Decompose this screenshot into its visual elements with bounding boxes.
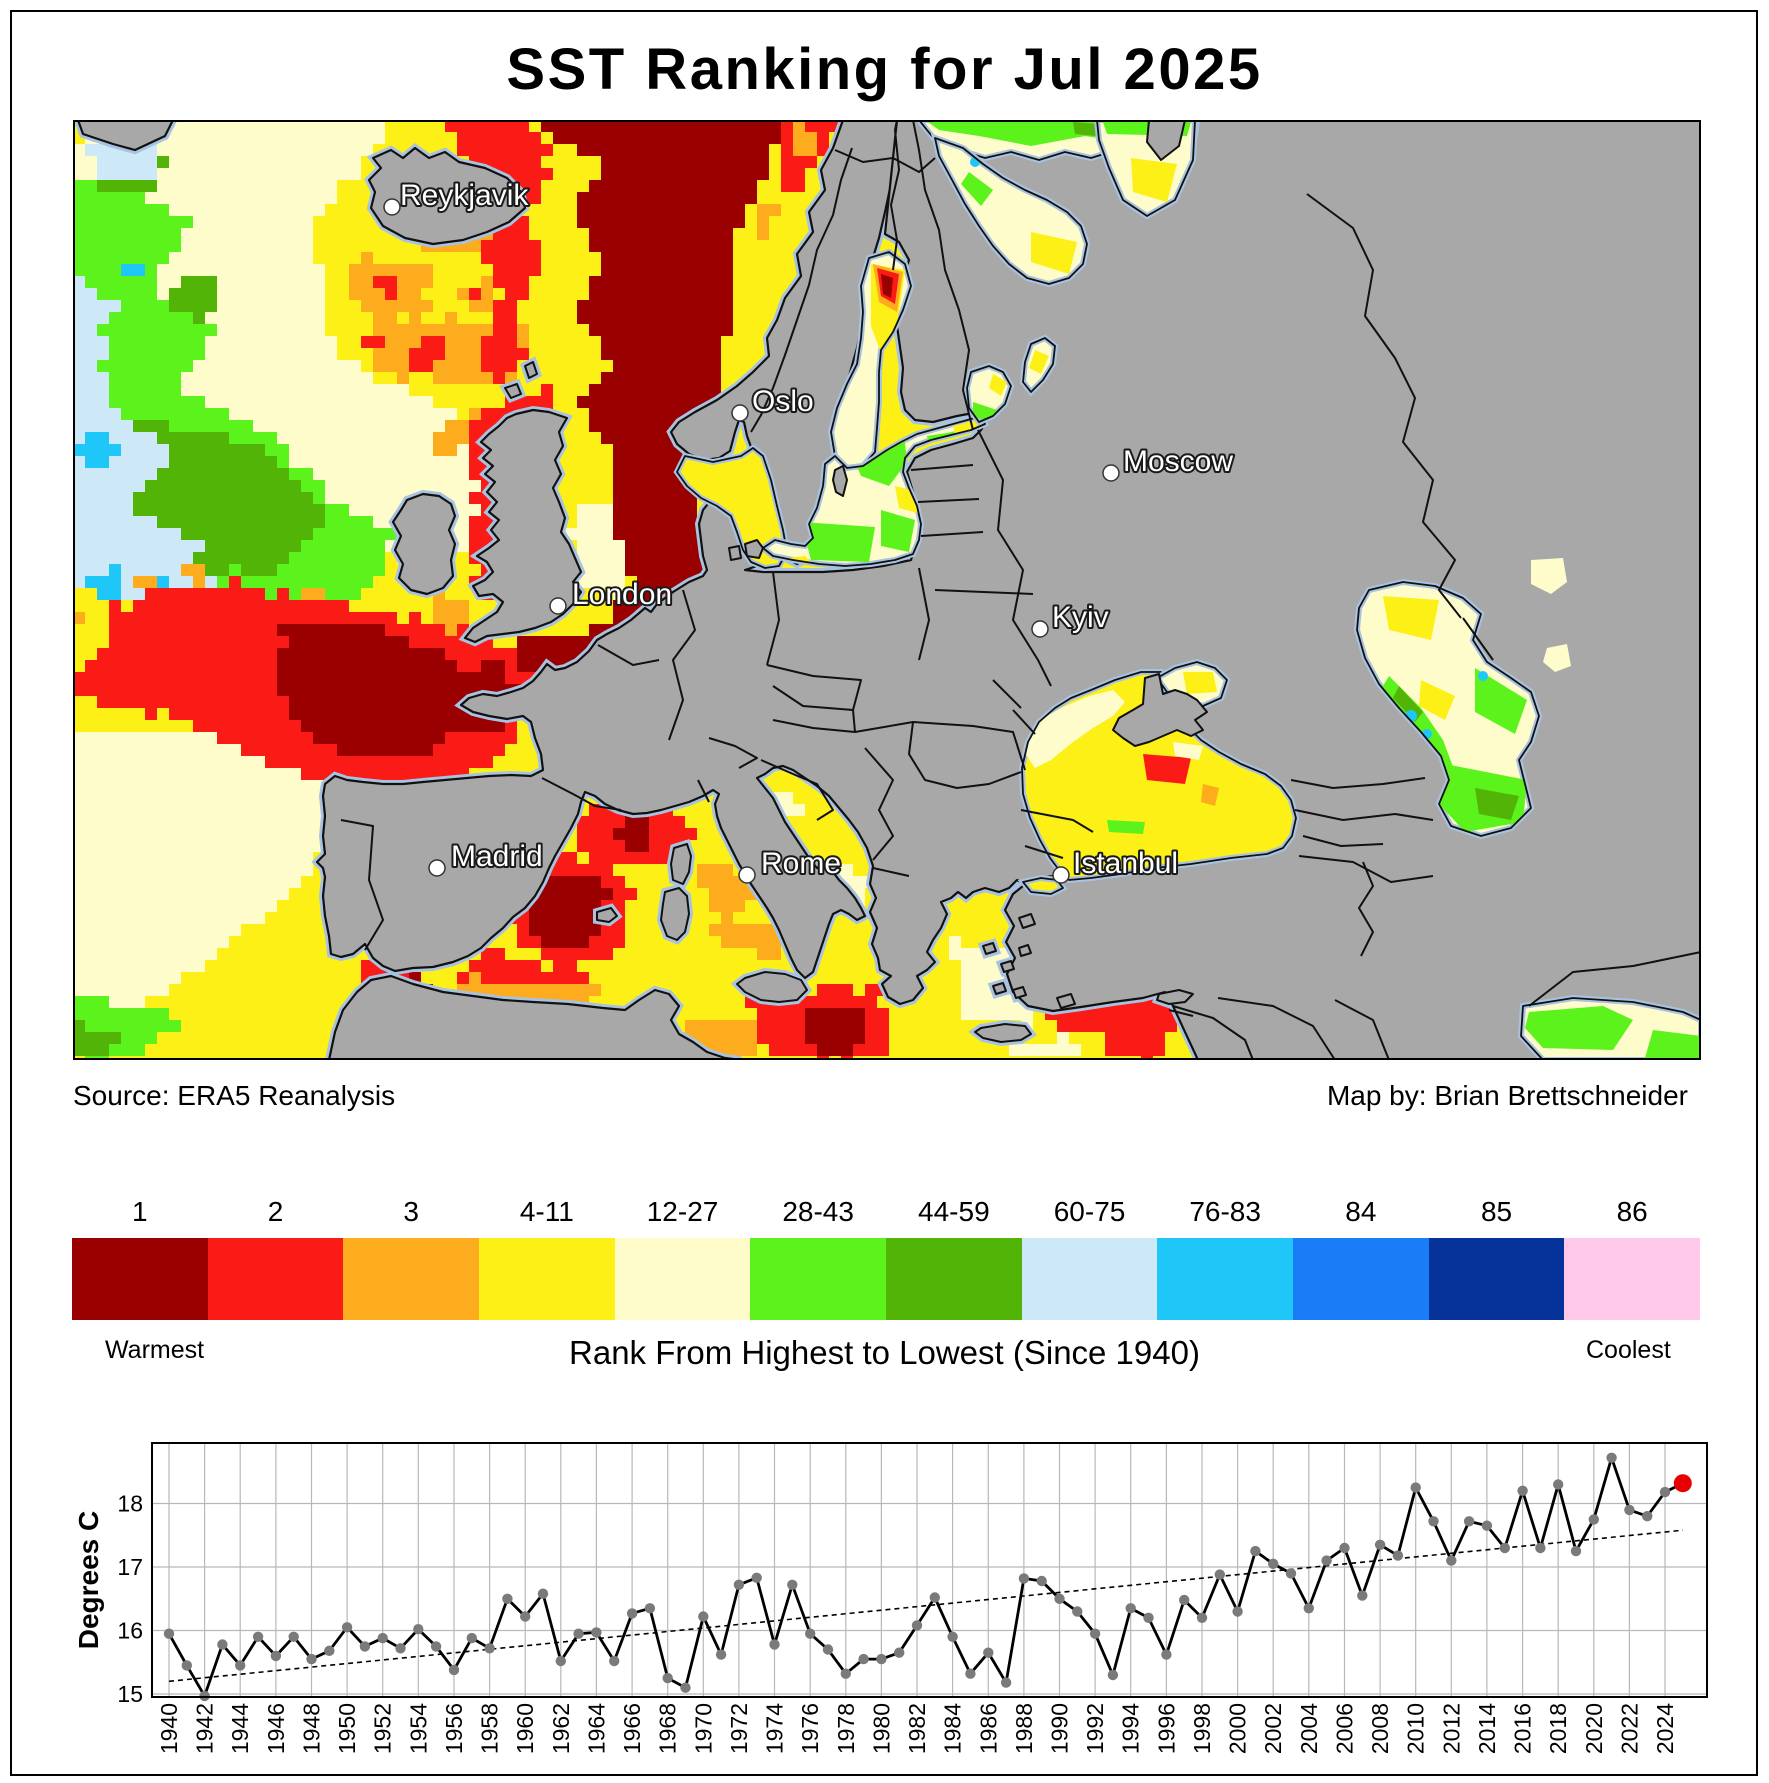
svg-text:18: 18 [117,1491,143,1517]
svg-text:Oslo: Oslo [752,385,814,418]
svg-text:Istanbul: Istanbul [1073,847,1178,880]
svg-text:2018: 2018 [1545,1703,1571,1754]
svg-text:2022: 2022 [1616,1703,1642,1754]
svg-text:1942: 1942 [192,1703,218,1754]
svg-text:1944: 1944 [227,1703,253,1754]
svg-text:1982: 1982 [904,1703,930,1754]
svg-text:2000: 2000 [1225,1703,1251,1754]
svg-text:1990: 1990 [1047,1703,1073,1754]
svg-text:Moscow: Moscow [1123,445,1233,478]
svg-text:2012: 2012 [1438,1703,1464,1754]
svg-text:16: 16 [117,1618,143,1644]
svg-text:1980: 1980 [868,1703,894,1754]
svg-text:London: London [572,578,672,611]
svg-text:1978: 1978 [833,1703,859,1754]
svg-text:1986: 1986 [975,1703,1001,1754]
svg-text:15: 15 [117,1681,143,1707]
svg-text:Rome: Rome [761,847,841,880]
svg-text:Degrees C: Degrees C [73,1511,104,1650]
svg-text:17: 17 [117,1554,143,1580]
svg-text:1976: 1976 [797,1703,823,1754]
svg-text:1992: 1992 [1082,1703,1108,1754]
svg-text:1940: 1940 [156,1703,182,1754]
svg-text:2010: 2010 [1403,1703,1429,1754]
svg-text:1960: 1960 [512,1703,538,1754]
svg-text:2004: 2004 [1296,1703,1322,1754]
svg-text:1994: 1994 [1118,1703,1144,1754]
svg-text:1968: 1968 [655,1703,681,1754]
svg-text:2008: 2008 [1367,1703,1393,1754]
svg-text:2014: 2014 [1474,1703,1500,1754]
svg-text:1964: 1964 [583,1703,609,1754]
svg-text:2020: 2020 [1581,1703,1607,1754]
svg-text:1966: 1966 [619,1703,645,1754]
svg-text:2016: 2016 [1510,1703,1536,1754]
svg-text:Reykjavik: Reykjavik [400,179,529,212]
svg-text:1958: 1958 [477,1703,503,1754]
svg-text:2006: 2006 [1332,1703,1358,1754]
svg-text:1998: 1998 [1189,1703,1215,1754]
svg-text:1956: 1956 [441,1703,467,1754]
svg-text:1970: 1970 [690,1703,716,1754]
svg-text:1962: 1962 [548,1703,574,1754]
svg-text:1974: 1974 [762,1703,788,1754]
svg-text:1988: 1988 [1011,1703,1037,1754]
svg-text:2002: 2002 [1260,1703,1286,1754]
svg-text:Madrid: Madrid [451,840,543,873]
svg-text:Kyiv: Kyiv [1052,601,1109,634]
svg-text:2024: 2024 [1652,1703,1678,1754]
svg-text:1954: 1954 [405,1703,431,1754]
svg-text:1996: 1996 [1153,1703,1179,1754]
svg-text:1946: 1946 [263,1703,289,1754]
svg-text:1972: 1972 [726,1703,752,1754]
svg-text:1952: 1952 [370,1703,396,1754]
svg-text:1948: 1948 [299,1703,325,1754]
svg-text:1984: 1984 [940,1703,966,1754]
svg-text:1950: 1950 [334,1703,360,1754]
